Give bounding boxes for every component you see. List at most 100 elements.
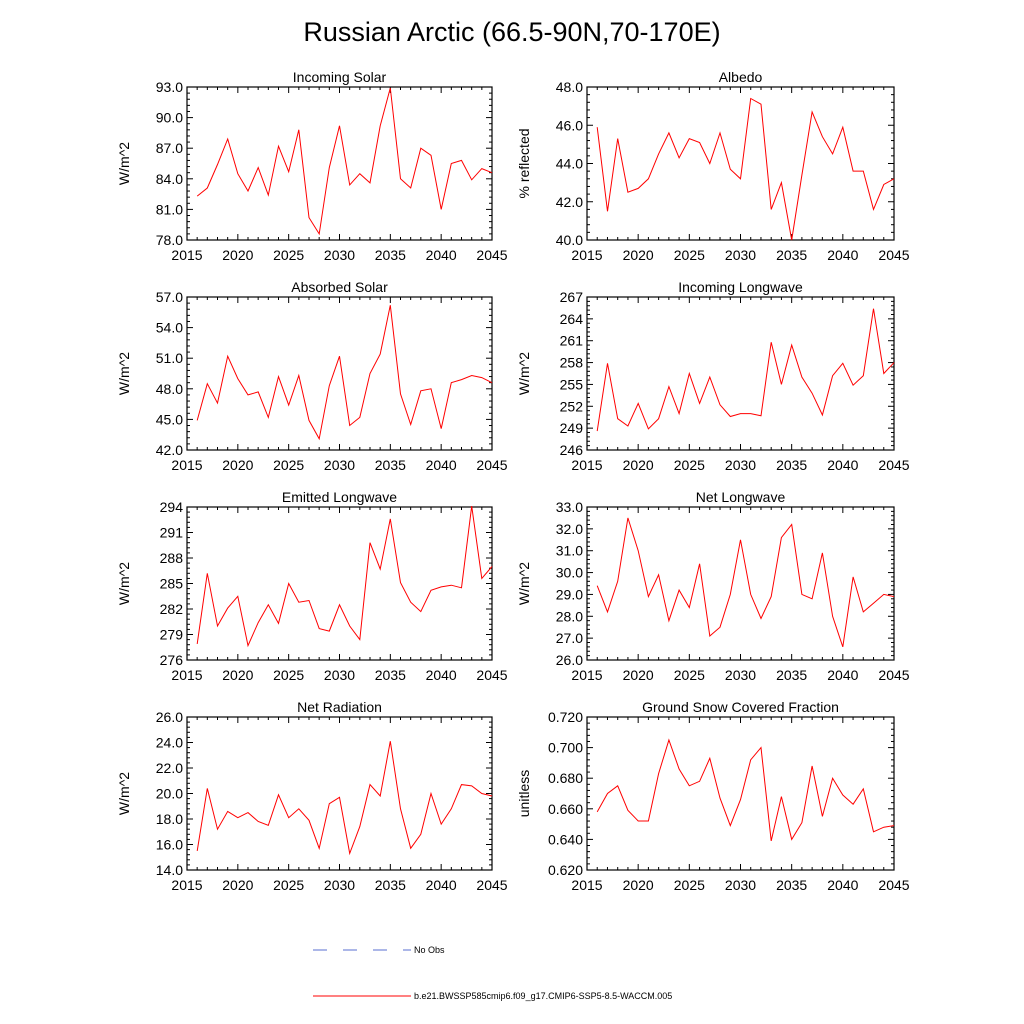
y-tick-label: 0.620 — [548, 862, 583, 878]
x-tick-label: 2045 — [878, 667, 909, 683]
panel-title: Incoming Longwave — [678, 279, 803, 295]
panel-title: Incoming Solar — [293, 69, 387, 85]
series-line — [596, 308, 895, 432]
y-tick-label: 258 — [560, 355, 584, 371]
series-line — [196, 741, 493, 856]
x-tick-label: 2045 — [878, 877, 909, 893]
y-tick-label: 291 — [160, 525, 184, 541]
x-tick-label: 2020 — [623, 877, 654, 893]
y-tick-label: 267 — [560, 289, 584, 305]
y-tick-label: 249 — [560, 420, 584, 436]
y-tick-label: 78.0 — [156, 232, 183, 248]
x-tick-label: 2040 — [827, 667, 858, 683]
x-tick-label: 2040 — [827, 457, 858, 473]
y-tick-label: 279 — [160, 627, 184, 643]
plot-frame — [186, 716, 493, 871]
panel-title: Ground Snow Covered Fraction — [642, 699, 839, 715]
y-axis-label: unitless — [516, 770, 532, 817]
y-tick-label: 14.0 — [156, 862, 183, 878]
y-axis-label: W/m^2 — [516, 562, 532, 605]
x-tick-label: 2035 — [776, 667, 807, 683]
x-tick-label: 2020 — [623, 247, 654, 263]
y-tick-label: 84.0 — [156, 171, 183, 187]
x-tick-label: 2015 — [571, 667, 602, 683]
y-axis-label: W/m^2 — [116, 562, 132, 605]
y-tick-label: 24.0 — [156, 735, 183, 751]
x-tick-label: 2040 — [426, 457, 457, 473]
x-tick-label: 2035 — [776, 877, 807, 893]
x-tick-label: 2045 — [476, 877, 507, 893]
x-tick-label: 2020 — [222, 457, 253, 473]
y-tick-label: 0.680 — [548, 770, 583, 786]
series-line — [196, 506, 493, 648]
x-tick-label: 2045 — [878, 457, 909, 473]
panel-title: Absorbed Solar — [291, 279, 388, 295]
y-tick-label: 26.0 — [156, 709, 183, 725]
panels: 2015 2020 2025 2030 2035 2040 2045 78.0 81.0 84.0… — [116, 69, 910, 893]
y-tick-label: 20.0 — [156, 786, 183, 802]
y-tick-label: 276 — [160, 652, 184, 668]
x-tick-label: 2015 — [571, 877, 602, 893]
x-tick-label: 2015 — [171, 457, 202, 473]
x-tick-label: 2045 — [878, 247, 909, 263]
panel-incoming-solar: 2015 2020 2025 2030 2035 2040 2045 78.0 81.0 84.0… — [116, 69, 508, 263]
x-tick-label: 2030 — [324, 247, 355, 263]
x-tick-label: 2015 — [171, 877, 202, 893]
panel-absorbed-solar: 2015 2020 2025 2030 2035 2040 2045 42.0 45.0 48.0… — [116, 279, 508, 473]
panel-net-longwave: 2015 2020 2025 2030 2035 2040 2045 26.0 27.0 28.0… — [516, 489, 910, 683]
y-tick-label: 51.0 — [156, 350, 183, 366]
x-tick-label: 2030 — [725, 457, 756, 473]
series-line — [196, 87, 493, 236]
x-tick-label: 2015 — [171, 667, 202, 683]
y-tick-label: 22.0 — [156, 760, 183, 776]
panel-title: Albedo — [719, 69, 763, 85]
y-tick-label: 42.0 — [156, 442, 183, 458]
y-tick-label: 54.0 — [156, 320, 183, 336]
y-tick-label: 90.0 — [156, 110, 183, 126]
y-tick-label: 288 — [160, 550, 184, 566]
x-tick-label: 2025 — [273, 877, 304, 893]
y-tick-label: 87.0 — [156, 140, 183, 156]
x-tick-label: 2030 — [324, 667, 355, 683]
x-tick-label: 2015 — [571, 247, 602, 263]
plot-frame — [586, 716, 895, 871]
y-tick-label: 246 — [560, 442, 584, 458]
x-tick-label: 2040 — [426, 877, 457, 893]
x-tick-label: 2040 — [827, 877, 858, 893]
x-tick-label: 2030 — [725, 667, 756, 683]
y-tick-label: 32.0 — [556, 521, 583, 537]
y-tick-label: 81.0 — [156, 201, 183, 217]
y-axis-label: W/m^2 — [116, 142, 132, 185]
y-tick-label: 48.0 — [156, 381, 183, 397]
x-tick-label: 2015 — [171, 247, 202, 263]
plot-frame — [186, 296, 493, 451]
y-tick-label: 33.0 — [556, 499, 583, 515]
y-tick-label: 294 — [160, 499, 184, 515]
y-axis-label: W/m^2 — [116, 772, 132, 815]
y-tick-label: 46.0 — [556, 117, 583, 133]
y-tick-label: 57.0 — [156, 289, 183, 305]
series-line — [596, 97, 895, 241]
x-tick-label: 2020 — [623, 667, 654, 683]
panel-title: Net Longwave — [696, 489, 786, 505]
y-tick-label: 31.0 — [556, 543, 583, 559]
legend-label-no-obs: No Obs — [414, 945, 445, 955]
figure-title: Russian Arctic (66.5-90N,70-170E) — [303, 17, 720, 47]
x-tick-label: 2030 — [725, 247, 756, 263]
plot-frame — [586, 506, 895, 661]
x-tick-label: 2035 — [375, 247, 406, 263]
y-tick-label: 45.0 — [156, 411, 183, 427]
plot-frame — [586, 86, 895, 241]
x-tick-label: 2015 — [571, 457, 602, 473]
x-tick-label: 2045 — [476, 667, 507, 683]
y-tick-label: 285 — [160, 576, 184, 592]
x-tick-label: 2025 — [674, 457, 705, 473]
series-line — [596, 517, 895, 648]
panel-incoming-longwave: 2015 2020 2025 2030 2035 2040 2045 246 249 252 255… — [516, 279, 910, 473]
x-tick-label: 2020 — [222, 667, 253, 683]
y-tick-label: 0.720 — [548, 709, 583, 725]
y-tick-label: 261 — [560, 333, 584, 349]
x-tick-label: 2045 — [476, 457, 507, 473]
y-tick-label: 264 — [560, 311, 584, 327]
y-tick-label: 18.0 — [156, 811, 183, 827]
